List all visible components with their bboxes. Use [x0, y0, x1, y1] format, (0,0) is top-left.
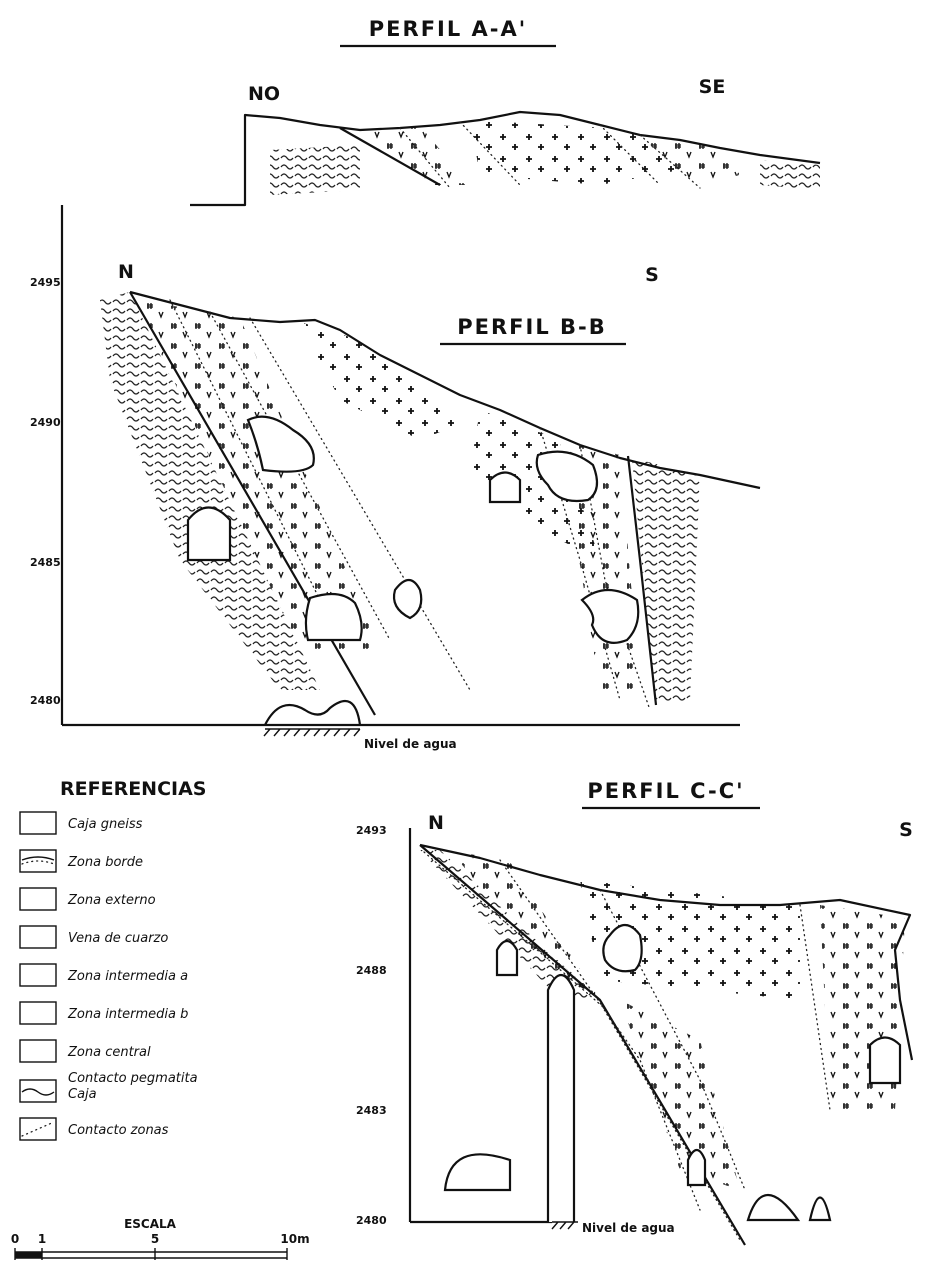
pegmatite-pod [548, 975, 574, 1222]
pegmatite-pod [306, 594, 362, 640]
pegmatite-pod [748, 1195, 798, 1220]
label: N [118, 261, 134, 283]
label: S [899, 819, 913, 841]
profile-c: PERFIL C-C' 2493 2488 2483 2480 N S Nive… [356, 779, 913, 1245]
outline [20, 964, 56, 986]
rock-zone [300, 322, 470, 440]
label: PERFIL A-A' [369, 17, 527, 41]
rock-zone [760, 160, 820, 190]
zone-contact [22, 861, 54, 864]
pegmatite-pod [497, 941, 517, 975]
outline [265, 701, 360, 725]
label: PERFIL C-C' [587, 779, 744, 803]
outline [22, 857, 54, 860]
label: 2488 [356, 964, 387, 977]
pegmatite-pod [810, 1198, 830, 1221]
label: 5 [151, 1232, 159, 1246]
geologic-sections: PERFIL A-A' NO SE 2495 2490 2485 2480 N … [0, 0, 930, 1270]
outline [20, 1080, 56, 1102]
pegmatite-pod [188, 508, 230, 561]
label: Nivel de agua [582, 1221, 675, 1235]
label: Contacto pegmatita [68, 1071, 198, 1086]
label: 0 [11, 1232, 19, 1246]
label: PERFIL B-B [457, 315, 607, 339]
zone-contact [22, 1122, 54, 1136]
label: 1 [38, 1232, 46, 1246]
label: Caja gneiss [68, 817, 143, 832]
label: Zona borde [67, 855, 143, 870]
outline [552, 1222, 578, 1229]
outline [20, 926, 56, 948]
label: 2480 [356, 1214, 387, 1227]
label: 2490 [30, 416, 61, 429]
pegmatite-pod [445, 1154, 510, 1190]
outline [264, 729, 360, 736]
pegmatite-pod [490, 473, 520, 503]
outline [15, 1248, 287, 1260]
outline [20, 1002, 56, 1024]
label: 2493 [356, 824, 387, 837]
profile-b: 2495 2490 2485 2480 N S PERFIL B-B Nivel… [30, 205, 760, 751]
legend: REFERENCIAS Caja gneiss Zona borde Zona … [11, 778, 310, 1260]
label: NO [248, 83, 280, 105]
label: Caja [68, 1087, 97, 1102]
label: Contacto zonas [68, 1123, 169, 1138]
pegmatite-pod [688, 1150, 705, 1185]
label: 2485 [30, 556, 61, 569]
label: Zona intermedia b [67, 1007, 188, 1022]
pegmatite-pod [394, 580, 421, 618]
outline [15, 1252, 42, 1258]
label: 10m [280, 1232, 309, 1246]
label: N [428, 812, 444, 834]
pegmatite-pod [870, 1038, 900, 1084]
label: Zona intermedia a [67, 969, 188, 984]
rock-zone [470, 120, 680, 185]
outline [22, 1089, 54, 1095]
label: Nivel de agua [364, 737, 457, 751]
rock-zone [270, 145, 360, 195]
rock-zone [360, 126, 470, 185]
label: 2495 [30, 276, 61, 289]
label: Zona central [67, 1045, 151, 1060]
outline [20, 1040, 56, 1062]
label: ESCALA [124, 1217, 177, 1231]
label: 2483 [356, 1104, 387, 1117]
label: Zona externo [67, 893, 156, 908]
label: S [645, 264, 659, 286]
outline [20, 888, 56, 910]
profile-a: PERFIL A-A' NO SE [190, 17, 820, 205]
label: 2480 [30, 694, 61, 707]
outline [20, 812, 56, 834]
rock-zone [620, 1000, 740, 1190]
rock-zone [450, 850, 600, 1000]
label: Vena de cuarzo [68, 931, 168, 946]
outline [20, 1118, 56, 1140]
label: REFERENCIAS [60, 778, 206, 800]
label: SE [699, 76, 726, 98]
